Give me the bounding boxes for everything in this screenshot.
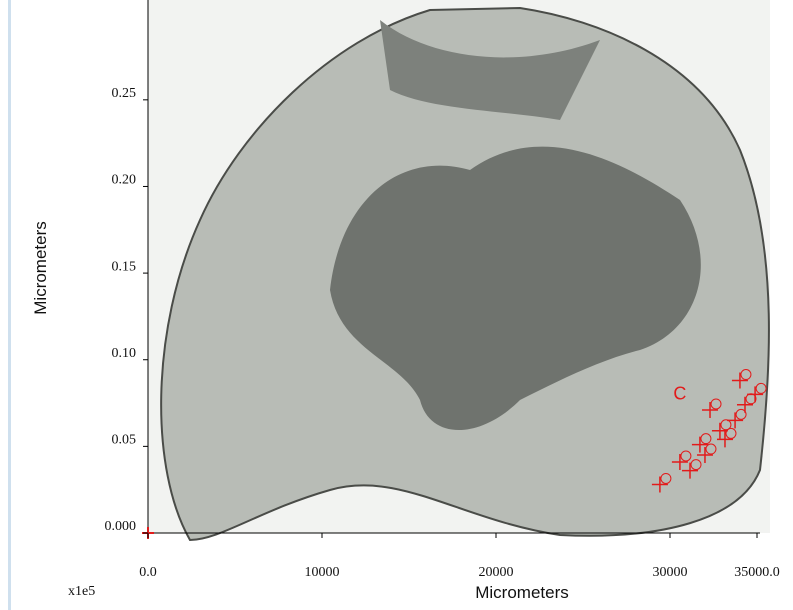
x-tick-label: 30000 xyxy=(653,565,688,580)
annotation: C xyxy=(673,384,686,404)
x-tick-label: 10000 xyxy=(305,565,340,580)
y-tick-label: 0.20 xyxy=(112,173,137,188)
y-tick-label: 0.15 xyxy=(112,259,137,274)
chart: Micrometers Micrometers x1e5 0.000 0.05 0.… xyxy=(0,0,793,610)
x-axis-label: Micrometers xyxy=(475,583,569,602)
window-edge xyxy=(8,0,11,610)
x-tick-label: 35000.0 xyxy=(734,565,780,580)
y-tick-label: 0.25 xyxy=(112,86,137,101)
y-multiplier: x1e5 xyxy=(68,584,95,599)
x-tick-label: 0.0 xyxy=(139,565,157,580)
y-tick-label: 0.000 xyxy=(105,519,137,534)
y-axis-label: Micrometers xyxy=(31,221,50,315)
y-tick-label: 0.10 xyxy=(112,346,137,361)
x-tick-label: 20000 xyxy=(479,565,514,580)
y-tick-label: 0.05 xyxy=(112,433,137,448)
